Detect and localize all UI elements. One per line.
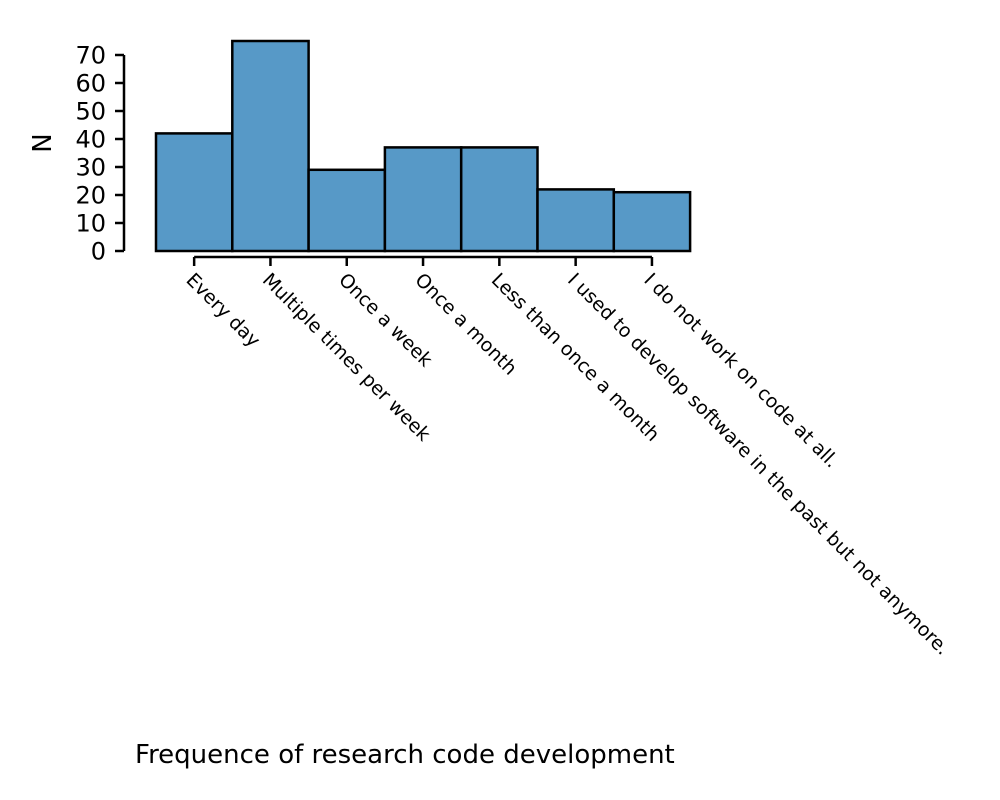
y-tick-label: 40 <box>75 126 106 154</box>
x-tick-label: Every day <box>182 269 265 352</box>
bar-1 <box>154 132 234 253</box>
y-tick-label: 0 <box>91 238 106 266</box>
bar-3 <box>307 168 387 253</box>
y-tick-label: 10 <box>75 210 106 238</box>
bar-4 <box>383 146 463 253</box>
bar-7 <box>612 190 692 253</box>
bar-6 <box>536 188 616 253</box>
x-axis-label: Frequence of research code development <box>135 740 675 770</box>
bar-5 <box>459 146 539 253</box>
y-axis-label: N <box>28 133 58 152</box>
bars-group <box>154 39 692 253</box>
y-tick-label: 30 <box>75 154 106 182</box>
y-tick-label: 70 <box>75 42 106 70</box>
x-tick-label: I used to develop software in the past b… <box>563 269 954 660</box>
y-tick-label: 20 <box>75 182 106 210</box>
y-tick-label: 60 <box>75 70 106 98</box>
bar-2 <box>231 39 310 253</box>
y-tick-label: 50 <box>75 98 106 126</box>
